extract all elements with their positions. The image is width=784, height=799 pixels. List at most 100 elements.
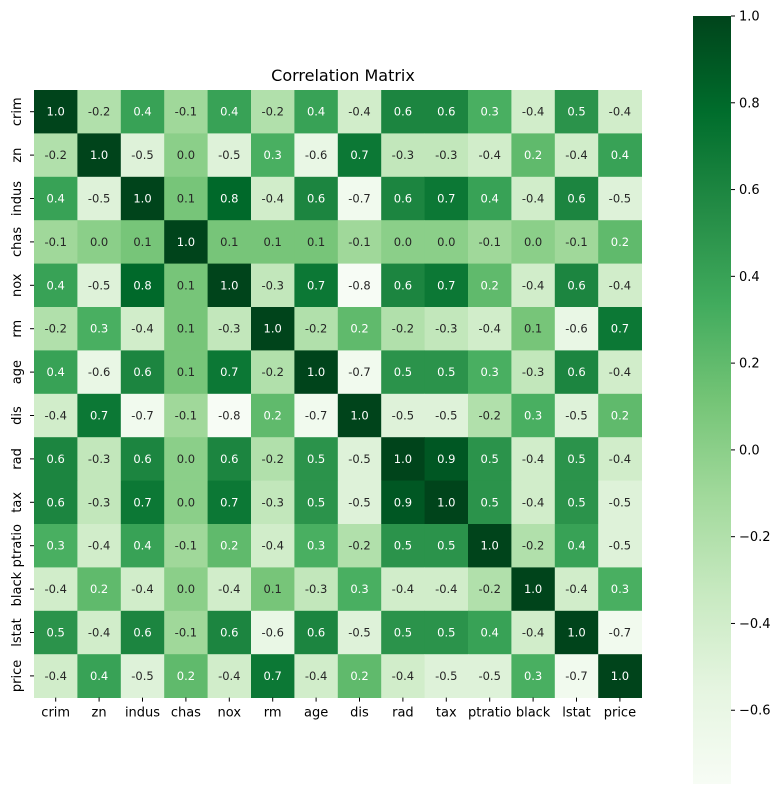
heatmap-cell-lstat-tax [424,610,469,655]
cell-annotation: -0.3 [522,365,544,379]
cell-annotation: 0.4 [133,539,151,553]
heatmap-cell-tax-price [598,480,642,525]
heatmap-cell-tax-lstat [554,480,599,525]
cell-annotation: 0.6 [220,452,238,466]
x-tick-label-chas: chas [171,706,201,721]
cell-annotation: -0.4 [522,452,544,466]
cell-annotation: 0.5 [47,626,65,640]
cell-annotation: 0.2 [481,278,499,292]
heatmap-cell-price-ptratio [468,654,512,698]
cell-annotation: -0.4 [478,148,500,162]
heatmap-cell-age-age [294,350,339,395]
cell-annotation: -0.7 [609,626,631,640]
heatmap-cell-dis-crim [34,393,78,438]
cell-annotation: -0.5 [565,409,587,423]
heatmap-cell-crim-ptratio [468,90,512,134]
cell-annotation: 0.6 [394,105,412,119]
cell-annotation: -0.4 [305,669,327,683]
heatmap-cell-lstat-rm [251,610,295,655]
cell-annotation: -0.2 [478,582,500,596]
heatmap-cell-crim-rad [381,90,425,134]
y-tick-label-lstat: lstat [10,618,25,647]
cell-annotation: 0.4 [47,278,65,292]
cell-annotation: -0.3 [392,148,414,162]
cell-annotation: -0.4 [522,192,544,206]
cell-annotation: -0.1 [44,235,66,249]
heatmap-cell-tax-chas [164,480,208,525]
cell-annotation: -0.2 [261,365,283,379]
cell-annotation: 0.6 [567,192,585,206]
cell-annotation: -0.4 [565,582,587,596]
cell-annotation: 0.7 [611,322,629,336]
cell-annotation: 1.0 [350,409,368,423]
heatmap-cell-dis-tax [424,393,469,438]
cell-annotation: 0.1 [220,235,238,249]
cell-annotation: 0.2 [611,409,629,423]
cell-annotation: -0.4 [88,539,110,553]
heatmap-cell-ptratio-nox [207,524,252,568]
heatmap-cell-crim-tax [424,90,469,134]
heatmap-cell-rad-age [294,437,339,481]
heatmap-cell-price-nox [207,654,252,698]
heatmap-cell-ptratio-price [598,524,642,568]
y-tick-label-zn: zn [10,148,25,163]
colorbar-tick-label: −0.2 [739,530,771,545]
cell-annotation: 0.2 [611,235,629,249]
heatmap-cell-rm-lstat [554,307,599,351]
heatmap-cell-zn-rad [381,133,425,178]
heatmap-cell-lstat-dis [337,610,382,655]
cell-annotation: -0.4 [261,539,283,553]
heatmap-cell-ptratio-age [294,524,339,568]
heatmap-cell-zn-tax [424,133,469,178]
heatmap-cell-chas-chas [164,220,208,264]
heatmap-cell-age-lstat [554,350,599,395]
cell-annotation: 0.1 [264,235,282,249]
cell-annotation: 0.5 [307,495,325,509]
heatmap-cell-zn-lstat [554,133,599,178]
heatmap-cell-age-rm [251,350,295,395]
cell-annotation: -0.2 [44,322,66,336]
cell-annotation: 0.3 [611,582,629,596]
cell-annotation: 0.3 [524,409,542,423]
heatmap-cell-black-ptratio [468,567,512,612]
heatmap-cell-black-tax [424,567,469,612]
heatmap-cell-black-nox [207,567,252,612]
cell-annotation: 0.5 [567,495,585,509]
heatmap-cell-rad-dis [337,437,382,481]
heatmap-cell-crim-chas [164,90,208,134]
cell-annotation: -0.3 [88,495,110,509]
cell-annotation: 0.2 [264,409,282,423]
cell-annotation: -0.2 [478,409,500,423]
heatmap-cell-lstat-ptratio [468,610,512,655]
heatmap-cell-crim-crim [34,90,78,134]
cell-annotation: -0.1 [175,409,197,423]
cell-annotation: -0.2 [522,539,544,553]
heatmap-cell-zn-nox [207,133,252,178]
heatmap-cell-age-chas [164,350,208,395]
cell-annotation: 0.0 [177,148,195,162]
cell-annotation: 0.4 [481,192,499,206]
heatmap-cell-dis-price [598,393,642,438]
heatmap-cell-nox-lstat [554,263,599,308]
heatmap-cell-rad-rm [251,437,295,481]
heatmap-cell-rad-indus [120,437,165,481]
heatmap-cell-nox-indus [120,263,165,308]
x-tick-label-rm: rm [264,706,282,721]
heatmap-cell-age-dis [337,350,382,395]
heatmap-cell-price-dis [337,654,382,698]
cell-annotation: 0.4 [611,148,629,162]
cell-annotation: 0.6 [133,626,151,640]
heatmap-cell-crim-zn [77,90,122,134]
heatmap-cell-rad-lstat [554,437,599,481]
heatmap-cell-lstat-age [294,610,339,655]
colorbar-tick-label: 0.8 [739,96,760,111]
cell-annotation: 0.7 [307,278,325,292]
cell-annotation: -0.4 [88,626,110,640]
heatmap-cell-chas-ptratio [468,220,512,264]
heatmap-cell-rm-rm [251,307,295,351]
heatmap-cell-chas-indus [120,220,165,264]
heatmap-cell-chas-tax [424,220,469,264]
cell-annotation: -0.8 [218,409,240,423]
heatmap-cell-rad-price [598,437,642,481]
x-tick-label-price: price [604,706,636,721]
